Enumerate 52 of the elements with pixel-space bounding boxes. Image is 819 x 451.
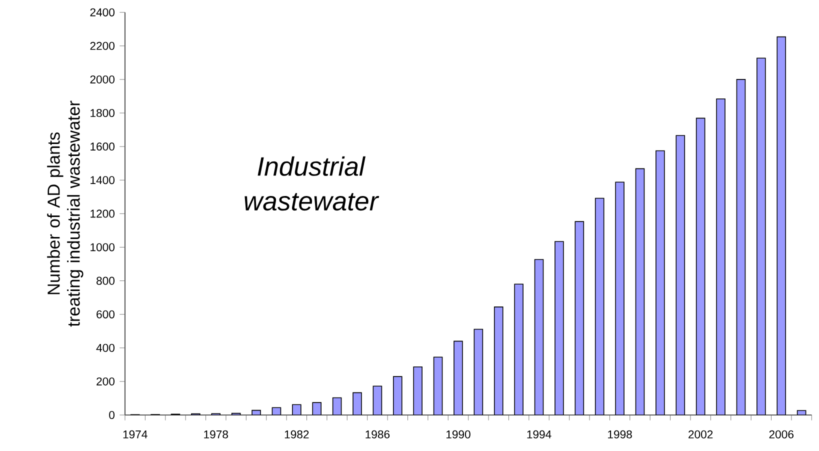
y-tick-label: 800 — [96, 276, 115, 285]
x-tick-label: 1990 — [446, 430, 470, 438]
bar — [352, 392, 362, 415]
bar — [413, 366, 422, 415]
bar — [615, 182, 624, 415]
y-tick-label: 1600 — [90, 142, 114, 151]
bar — [696, 118, 706, 415]
bar — [474, 328, 484, 415]
bar — [796, 410, 806, 415]
bar — [252, 410, 261, 415]
y-axis-title: Number of AD plants treating industrial wastewater — [47, 100, 84, 327]
bar — [594, 198, 604, 415]
bar — [454, 340, 463, 415]
bar — [716, 98, 726, 415]
bar — [534, 259, 544, 415]
bar — [514, 284, 524, 415]
x-tick-label: 1986 — [366, 430, 390, 438]
y-tick-label: 1800 — [90, 109, 114, 118]
bar — [574, 221, 584, 415]
bar — [312, 402, 322, 415]
y-tick-label: 2400 — [90, 8, 114, 16]
bar — [393, 376, 402, 415]
y-tick-label: 600 — [96, 310, 115, 318]
bar — [776, 36, 786, 415]
bar — [676, 135, 686, 415]
bar — [736, 79, 746, 415]
y-tick-label: 1000 — [90, 243, 114, 252]
bar — [372, 386, 382, 415]
x-tick-label: 1994 — [527, 430, 552, 438]
bar — [554, 241, 564, 415]
x-tick-label: 1998 — [608, 430, 632, 438]
y-tick-label: 2000 — [90, 75, 114, 84]
y-tick-label: 1400 — [90, 176, 114, 184]
x-tick-label: 2002 — [688, 430, 713, 438]
x-tick-label: 2006 — [769, 430, 794, 438]
bar — [494, 306, 504, 415]
y-tick-label: 400 — [96, 344, 115, 352]
bar — [656, 150, 665, 415]
bar — [635, 168, 645, 415]
bar — [433, 356, 443, 415]
y-tick-label: 1200 — [90, 210, 114, 218]
bar — [292, 404, 302, 415]
bar — [332, 397, 342, 415]
annotation: Industrial wastewater — [244, 156, 380, 211]
y-tick-label: 200 — [96, 377, 115, 386]
y-tick-label: 2200 — [90, 42, 114, 50]
x-tick-label: 1982 — [284, 430, 309, 438]
x-tick-label: 1978 — [204, 430, 228, 438]
y-tick-label: 0 — [109, 410, 115, 420]
x-tick-label: 1974 — [123, 430, 148, 438]
bar — [756, 58, 766, 415]
bar — [272, 407, 282, 415]
